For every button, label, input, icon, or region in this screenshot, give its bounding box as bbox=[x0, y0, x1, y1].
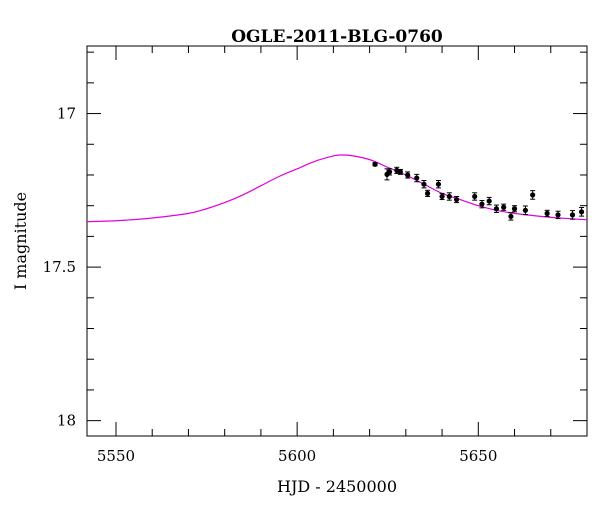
data-point bbox=[493, 206, 500, 212]
data-point bbox=[453, 196, 460, 203]
x-tick-label: 5550 bbox=[97, 447, 135, 465]
tick-labels: 5550 5600 5650 17 17.5 18 bbox=[43, 105, 498, 465]
data-point bbox=[372, 161, 378, 167]
data-point bbox=[405, 172, 411, 178]
data-point bbox=[522, 207, 529, 213]
model-curve bbox=[86, 154, 588, 223]
y-axis-label: I magnitude bbox=[11, 192, 30, 290]
data-point bbox=[501, 204, 507, 210]
data-point bbox=[446, 193, 452, 200]
axis-ticks bbox=[87, 46, 588, 436]
data-point bbox=[530, 192, 536, 198]
data-point bbox=[472, 193, 478, 200]
data-point bbox=[555, 212, 561, 218]
data-point bbox=[486, 198, 492, 204]
data-point bbox=[508, 213, 514, 220]
data-point bbox=[578, 209, 585, 215]
x-axis-label: HJD - 2450000 bbox=[277, 477, 397, 496]
data-point bbox=[421, 181, 427, 187]
y-tick-label: 17.5 bbox=[43, 258, 76, 276]
data-point bbox=[479, 201, 485, 207]
data-point bbox=[544, 210, 550, 216]
data-point bbox=[386, 169, 393, 175]
chart-title: OGLE-2011-BLG-0760 bbox=[231, 27, 443, 47]
data-points bbox=[372, 161, 585, 221]
y-tick-label: 18 bbox=[57, 412, 76, 430]
plot-frame bbox=[86, 45, 588, 437]
data-point bbox=[424, 190, 431, 197]
data-point bbox=[397, 169, 404, 175]
x-tick-label: 5600 bbox=[278, 447, 316, 465]
data-point bbox=[435, 181, 442, 187]
y-tick-label: 17 bbox=[57, 105, 76, 123]
data-point bbox=[569, 212, 576, 218]
data-point bbox=[511, 206, 518, 212]
x-tick-label: 5650 bbox=[459, 447, 497, 465]
data-point bbox=[414, 175, 420, 181]
data-point bbox=[439, 193, 445, 200]
